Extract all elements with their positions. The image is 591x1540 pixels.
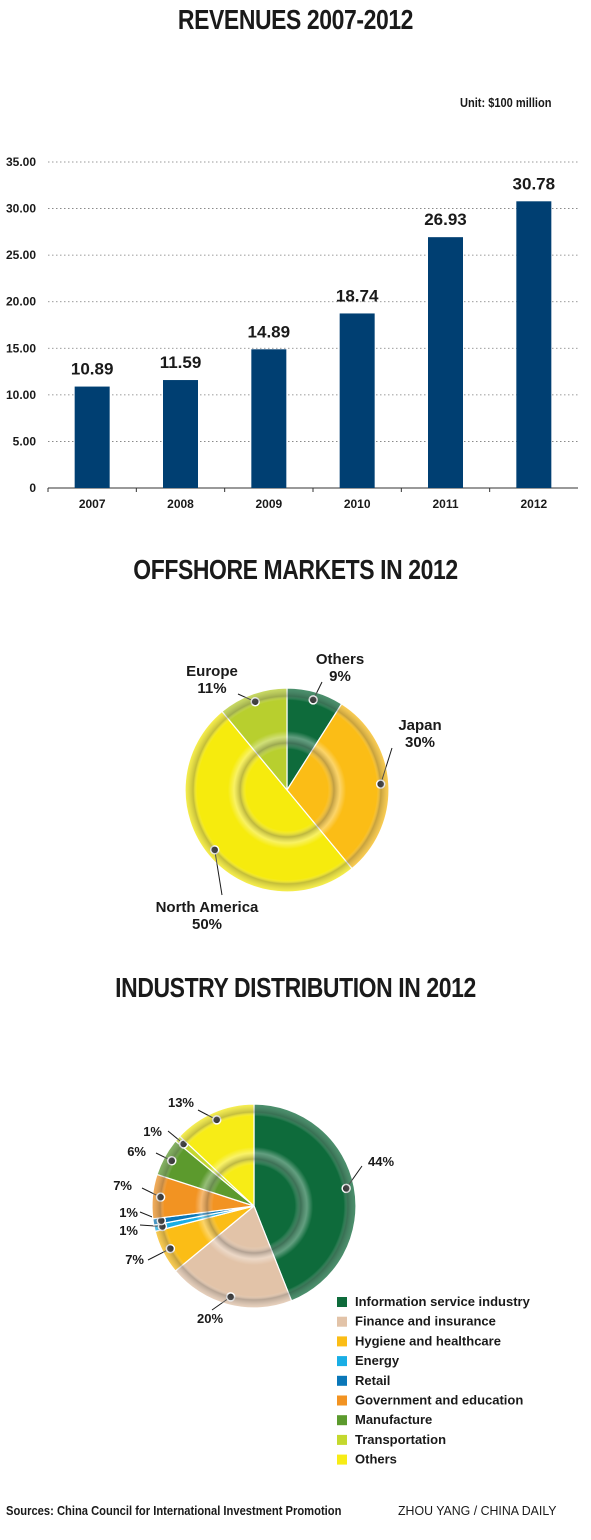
y-tick-label: 25.00 (6, 248, 36, 262)
slice-name-label: Japan (398, 717, 441, 734)
legend-swatch (337, 1375, 347, 1386)
bar-value-label: 26.93 (424, 210, 467, 229)
legend-swatch (337, 1297, 347, 1307)
x-tick-label: 2009 (255, 497, 282, 511)
y-tick-label: 20.00 (6, 295, 36, 309)
bar-value-label: 30.78 (513, 174, 556, 193)
bar (428, 237, 463, 488)
slice-value-label: 7% (125, 1252, 144, 1267)
slice-value-label: 50% (192, 916, 222, 933)
y-tick-label: 35.00 (6, 155, 36, 169)
bar (74, 386, 110, 488)
legend-label: Hygiene and healthcare (355, 1333, 501, 1348)
slice-value-label: 1% (119, 1223, 138, 1238)
legend-label: Others (355, 1452, 397, 1467)
legend-label: Retail (355, 1373, 390, 1388)
slice-name-label: Others (316, 651, 364, 668)
legend-label: Manufacture (355, 1412, 432, 1427)
legend-swatch (337, 1395, 347, 1406)
legend-label: Transportation (355, 1432, 446, 1447)
industry-distribution-pie-chart: 44% 20% 7% 1% 1% 7% 6% 1% 13% Information service… (113, 1095, 531, 1467)
slice-value-label: 44% (368, 1154, 394, 1169)
legend-swatch (337, 1434, 347, 1445)
slice-value-label: 30% (405, 734, 435, 751)
bar (516, 201, 552, 489)
slice-value-label: 13% (168, 1095, 194, 1110)
y-tick-label: 15.00 (6, 341, 36, 355)
legend-label: Information service industry (355, 1294, 531, 1309)
legend-swatch (337, 1356, 347, 1367)
legend-label: Finance and insurance (355, 1314, 496, 1329)
legend-swatch (337, 1316, 347, 1327)
industry-distribution-title: INDUSTRY DISTRIBUTION IN 2012 (115, 972, 476, 1003)
slice-name-label: North America (156, 899, 259, 916)
x-tick-label: 2007 (79, 497, 106, 511)
x-tick-label: 2011 (432, 497, 458, 511)
x-tick-label: 2012 (520, 497, 547, 511)
legend-swatch (337, 1454, 347, 1465)
slice-value-label: 6% (127, 1144, 146, 1159)
slice-value-label: 11% (197, 680, 226, 697)
y-tick-label: 10.00 (6, 388, 36, 402)
credit-line: ZHOU YANG / CHINA DAILY (398, 1503, 557, 1518)
legend-swatch (337, 1336, 347, 1347)
legend-label: Government and education (355, 1393, 523, 1408)
bar (251, 349, 287, 488)
slice-name-label: Europe (186, 663, 238, 680)
slice-value-label: 20% (197, 1311, 223, 1326)
revenues-bar-chart: 0 5.00 10.00 15.00 20.00 25.00 30.00 35.00 10.89… (6, 155, 578, 511)
bar-value-label: 11.59 (160, 353, 202, 372)
y-tick-label: 0 (29, 481, 36, 495)
bar (339, 313, 375, 488)
y-tick-label: 5.00 (13, 434, 37, 448)
revenues-unit-label: Unit: $100 million (460, 95, 552, 110)
slice-value-label: 1% (119, 1205, 138, 1220)
offshore-markets-title: OFFSHORE MARKETS IN 2012 (133, 554, 458, 585)
source-note: Sources: China Council for International… (6, 1503, 342, 1518)
pie-ring-highlight (185, 688, 389, 892)
legend-swatch (337, 1415, 347, 1426)
legend-label: Energy (355, 1353, 400, 1368)
x-tick-label: 2008 (167, 497, 194, 511)
slice-value-label: 1% (143, 1124, 162, 1139)
slice-value-label: 7% (113, 1178, 132, 1193)
x-tick-label: 2010 (344, 497, 371, 511)
slice-value-label: 9% (329, 668, 351, 685)
pie-ring-highlight (152, 1104, 356, 1308)
bar-value-label: 18.74 (336, 286, 379, 305)
bar-value-label: 10.89 (71, 360, 114, 379)
bar-value-label: 14.89 (248, 322, 291, 341)
y-tick-label: 30.00 (6, 202, 36, 216)
revenues-chart-title: REVENUES 2007-2012 (177, 4, 414, 35)
bar (163, 380, 198, 488)
